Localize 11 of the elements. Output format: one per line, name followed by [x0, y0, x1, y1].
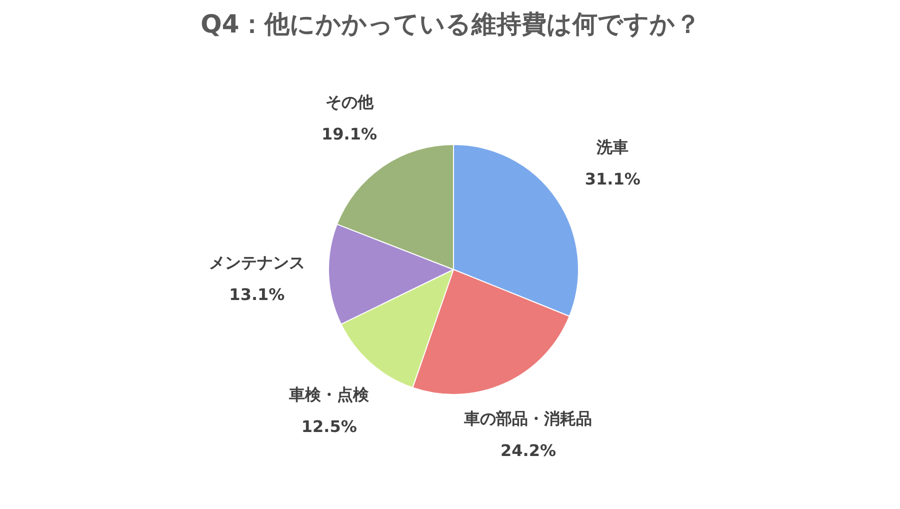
slice-label: メンテナンス [208, 253, 305, 272]
data-label: 12.5% [301, 417, 357, 436]
chart-title: Q4：他にかかっている維持費は何ですか？ [200, 10, 700, 38]
slice-label: 車の部品・消耗品 [463, 409, 592, 428]
slice-label: その他 [325, 92, 374, 112]
data-label: 24.2% [500, 441, 556, 460]
data-label: 19.1% [322, 124, 378, 144]
slice-label: 車検・点検 [288, 385, 370, 404]
data-label: 13.1% [229, 285, 285, 304]
slice-label: 洗車 [596, 138, 629, 157]
data-label: 31.1% [584, 170, 640, 189]
